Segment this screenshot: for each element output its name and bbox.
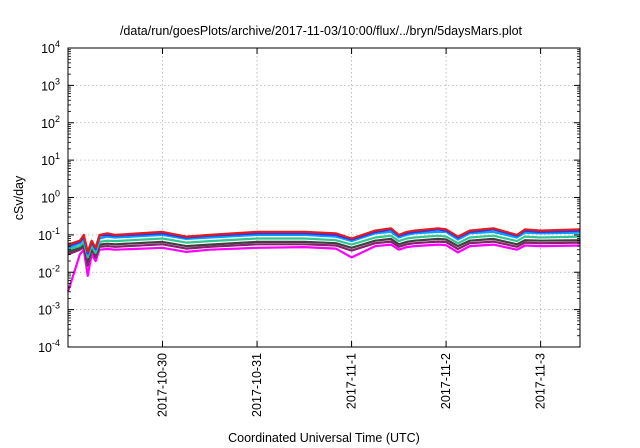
x-tick-label: 2017-11-2 — [439, 353, 453, 409]
y-tick-label: 100 — [41, 189, 60, 206]
chart-title: /data/run/goesPlots/archive/2017-11-03/1… — [120, 24, 523, 38]
y-tick-label: 101 — [41, 151, 60, 168]
y-tick-label: 103 — [41, 76, 60, 93]
series-line — [67, 227, 581, 253]
y-tick-label: 10-2 — [38, 263, 60, 280]
x-tick-label: 2017-10-30 — [156, 353, 170, 417]
y-tick-label: 10-4 — [38, 338, 60, 355]
x-tick-label: 2017-10-31 — [250, 353, 264, 417]
x-tick-label: 2017-11-1 — [345, 353, 359, 409]
y-axis: 10-4 10-3 10-2 10-1 100 101 102 103 104 — [38, 39, 580, 355]
x-tick-label: 2017-11-3 — [534, 353, 548, 409]
series-line — [66, 243, 581, 293]
y-tick-label: 102 — [41, 114, 60, 131]
y-axis-label: cSv/day — [12, 175, 26, 220]
series-line — [67, 240, 581, 267]
y-tick-label: 10-1 — [38, 226, 60, 243]
x-axis-label: Coordinated Universal Time (UTC) — [228, 431, 420, 445]
y-tick-label: 10-3 — [38, 301, 60, 318]
series-line — [67, 234, 581, 259]
y-tick-label: 104 — [41, 39, 60, 56]
x-axis: 2017-10-30 2017-10-31 2017-11-1 2017-11-2 20… — [156, 48, 548, 417]
series-layer — [66, 227, 581, 293]
